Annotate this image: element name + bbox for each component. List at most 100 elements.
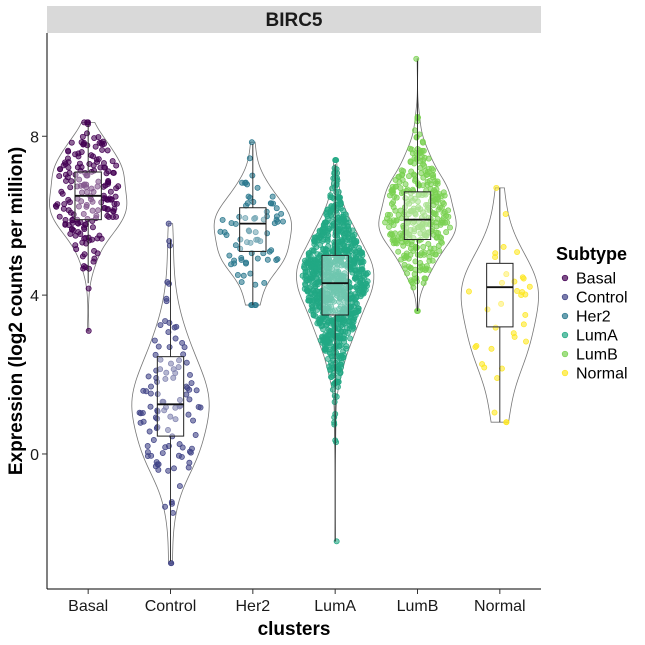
data-point: [492, 324, 499, 331]
data-point: [187, 449, 194, 456]
data-point: [176, 441, 183, 448]
data-point: [228, 220, 235, 227]
data-point: [84, 172, 91, 179]
data-point: [431, 178, 438, 184]
data-point: [86, 265, 92, 272]
data-point: [430, 210, 437, 216]
data-point: [249, 172, 256, 179]
data-point: [108, 196, 115, 203]
data-point: [187, 371, 193, 378]
data-point: [334, 292, 341, 299]
data-point: [321, 318, 328, 325]
data-point: [176, 357, 182, 364]
data-point: [395, 248, 402, 255]
data-point: [168, 360, 174, 367]
data-point: [304, 260, 311, 267]
facet-title: BIRC5: [265, 10, 322, 31]
data-point: [350, 247, 357, 254]
data-point: [344, 223, 351, 229]
legend-key-normal: [561, 369, 569, 377]
data-point: [406, 173, 412, 180]
data-point: [62, 159, 68, 166]
data-point: [407, 265, 414, 272]
data-point: [314, 306, 321, 313]
data-point: [317, 241, 324, 248]
data-point: [147, 403, 154, 410]
data-point: [438, 204, 445, 211]
data-point: [327, 192, 334, 199]
data-point: [327, 316, 334, 323]
data-point: [498, 300, 505, 307]
data-point: [65, 164, 72, 171]
data-point: [503, 271, 510, 278]
data-point: [523, 338, 529, 345]
data-point: [254, 255, 261, 262]
data-point: [238, 279, 245, 286]
data-point: [413, 134, 420, 141]
data-point: [99, 146, 106, 153]
data-point: [170, 374, 177, 381]
data-point: [407, 158, 414, 165]
data-point: [67, 184, 74, 191]
data-point: [418, 153, 425, 159]
data-point: [473, 343, 480, 349]
data-point: [139, 409, 146, 416]
data-point: [76, 160, 83, 167]
data-point: [260, 250, 267, 257]
data-point: [166, 238, 173, 245]
data-point: [190, 417, 196, 424]
data-point: [322, 345, 329, 352]
data-point: [57, 166, 64, 173]
data-point: [338, 364, 344, 371]
data-point: [439, 217, 446, 224]
data-point: [350, 303, 357, 310]
data-point: [399, 176, 406, 183]
facet-strip: [47, 6, 541, 33]
data-point: [388, 219, 395, 226]
data-point: [331, 419, 338, 426]
data-point: [92, 143, 99, 150]
data-point: [349, 263, 356, 270]
data-point: [188, 380, 195, 386]
data-point: [330, 345, 337, 352]
data-point: [67, 230, 74, 237]
data-point: [165, 467, 172, 474]
data-point: [422, 168, 429, 175]
data-point: [232, 242, 239, 249]
data-point: [522, 311, 529, 318]
legend: Subtype Basal Control Her2 LumA LumB Normal: [556, 244, 628, 383]
data-point: [69, 216, 76, 223]
data-point: [465, 288, 472, 295]
data-point: [166, 344, 173, 350]
data-point: [353, 276, 360, 283]
data-point: [338, 258, 345, 265]
data-point: [110, 214, 116, 220]
data-point: [61, 201, 68, 207]
data-point: [500, 244, 507, 250]
data-point: [89, 224, 96, 231]
data-point: [514, 288, 521, 294]
data-point: [348, 291, 355, 298]
data-point: [328, 374, 335, 380]
data-point: [79, 239, 86, 246]
data-point: [520, 275, 527, 282]
data-point: [270, 200, 277, 207]
data-point: [242, 180, 248, 187]
data-point: [358, 282, 365, 289]
data-point: [363, 281, 369, 287]
data-point: [150, 437, 157, 443]
legend-key-basal: [561, 274, 569, 282]
data-point: [246, 155, 253, 162]
data-point: [183, 391, 190, 398]
data-point: [318, 267, 325, 274]
data-point: [102, 195, 109, 202]
data-point: [393, 183, 400, 190]
data-point: [493, 184, 500, 191]
data-point: [351, 231, 358, 238]
data-point: [163, 369, 170, 376]
data-point: [479, 361, 486, 368]
data-point: [252, 215, 259, 221]
data-point: [152, 351, 159, 358]
data-point: [420, 244, 427, 250]
data-point: [392, 176, 399, 183]
